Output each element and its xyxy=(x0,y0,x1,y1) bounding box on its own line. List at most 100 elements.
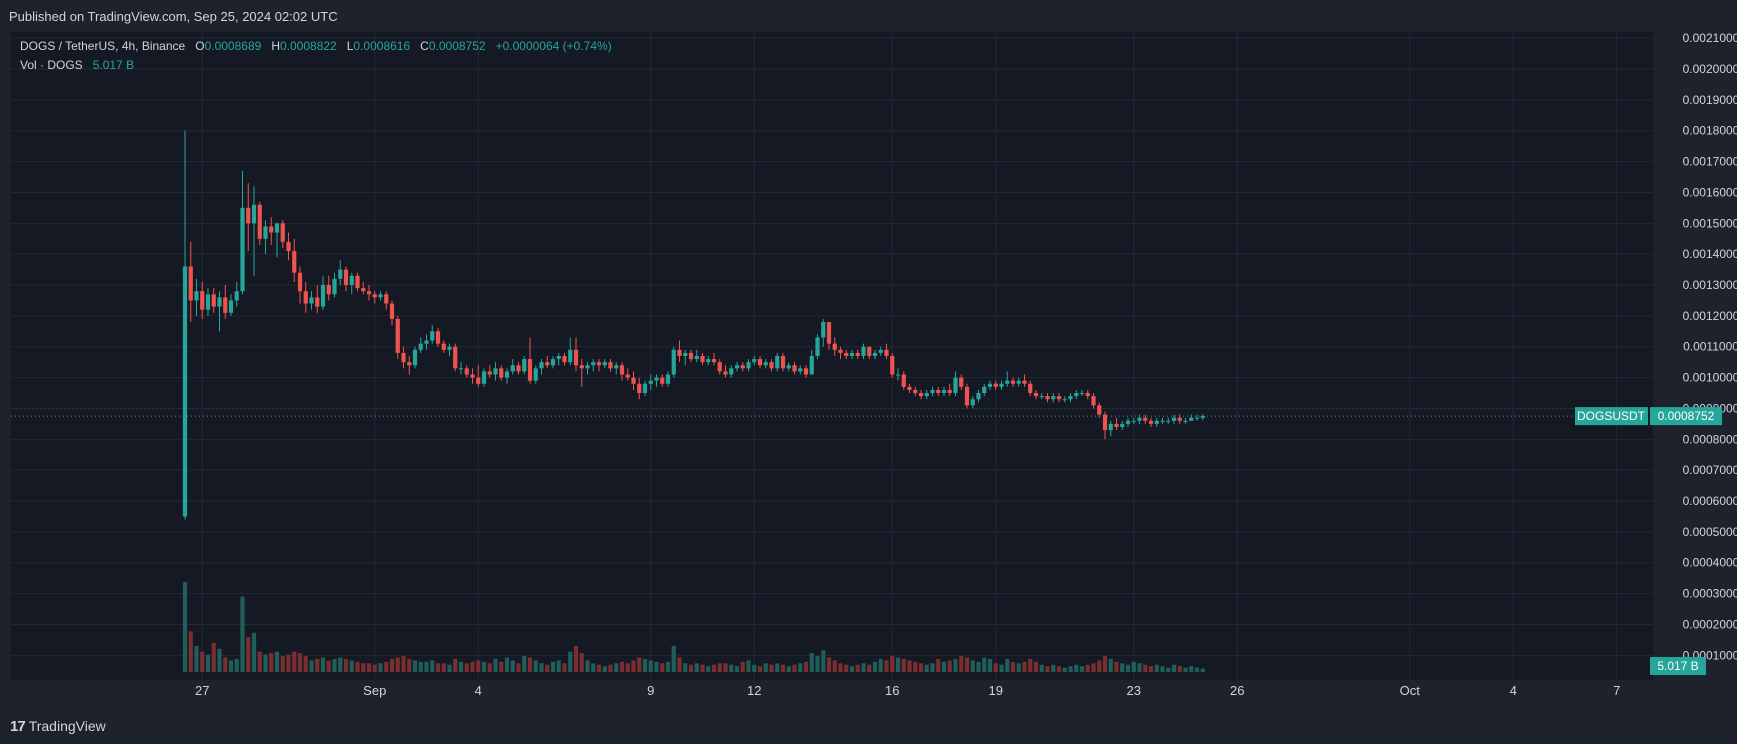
candle-body xyxy=(602,362,607,366)
candle-body xyxy=(332,278,337,295)
candle-body xyxy=(539,362,544,369)
volume-bar xyxy=(993,663,998,672)
candle-body xyxy=(510,365,515,372)
candle-body xyxy=(182,266,188,517)
volume-bar xyxy=(217,648,222,672)
candle-body xyxy=(401,352,406,363)
volume-bar xyxy=(303,656,308,672)
candle-body xyxy=(826,322,832,344)
candle-body xyxy=(982,386,987,394)
candle-body xyxy=(527,359,533,381)
candle-body xyxy=(717,362,722,372)
published-text: Published on TradingView.com, Sep 25, 20… xyxy=(9,9,338,24)
volume-bar xyxy=(211,642,216,672)
candle-body xyxy=(740,365,745,369)
volume-bar xyxy=(188,631,193,672)
volume-bar xyxy=(1022,661,1027,672)
candle-body xyxy=(1091,396,1096,406)
time-tick-label: 7 xyxy=(1613,683,1620,698)
candle-body xyxy=(1194,417,1200,419)
volume-bar xyxy=(1114,661,1119,672)
volume-bar xyxy=(1102,656,1108,672)
volume-bar xyxy=(280,656,285,672)
plot-area[interactable] xyxy=(11,32,1653,680)
candle-body xyxy=(309,297,314,304)
candle-body xyxy=(343,269,349,286)
volume-bar xyxy=(665,661,671,672)
price-tick-label: 0.0011000 xyxy=(1683,340,1737,354)
volume-bar xyxy=(349,660,354,672)
candle-body xyxy=(907,386,912,390)
price-tick-label: 0.0020000 xyxy=(1683,62,1737,76)
tradingview-logo-icon: 17 xyxy=(10,717,26,735)
candle-body xyxy=(671,349,676,375)
time-tick-label: 12 xyxy=(747,683,761,698)
volume-bar xyxy=(338,657,343,672)
volume-bar xyxy=(694,663,699,672)
candle-body xyxy=(976,393,981,400)
candle-body xyxy=(1068,396,1073,400)
candle-body xyxy=(384,294,389,304)
symbol-title[interactable]: DOGS / TetherUS, 4h, Binance xyxy=(20,39,186,53)
volume-bar xyxy=(872,661,878,672)
candle-body xyxy=(1108,423,1113,431)
volume-bar xyxy=(228,660,234,672)
candle-body xyxy=(711,359,717,363)
volume-bar xyxy=(1028,658,1033,672)
price-tick-label: 0.0021000 xyxy=(1683,31,1737,45)
candle-body xyxy=(378,294,383,298)
candle-body xyxy=(591,362,596,366)
volume-bar xyxy=(855,664,860,672)
candle-body xyxy=(372,294,377,298)
candle-body xyxy=(941,389,947,394)
volume-bar xyxy=(579,653,584,672)
candle-body xyxy=(757,359,763,366)
volume-bar xyxy=(987,658,993,672)
volume-bar xyxy=(481,661,487,672)
candle-body xyxy=(596,362,602,366)
candle-body xyxy=(1154,420,1159,424)
volume-bar xyxy=(320,657,326,672)
volume-bar xyxy=(821,650,826,672)
volume-bar xyxy=(849,666,855,672)
published-header: Published on TradingView.com, Sep 25, 20… xyxy=(0,0,1737,32)
volume-bar xyxy=(326,660,331,672)
volume-bar xyxy=(1194,667,1200,672)
time-tick-label: 4 xyxy=(1510,683,1517,698)
candle-body xyxy=(1160,420,1165,422)
volume-value: 5.017 B xyxy=(92,58,135,72)
price-tick-label: 0.0003000 xyxy=(1683,587,1737,601)
candle-body xyxy=(361,288,366,292)
price-axis[interactable]: 0.0021000 0.0020000 0.0019000 0.0018000 0.00… xyxy=(1683,31,1737,662)
volume-bar xyxy=(263,654,268,672)
volume-bar xyxy=(573,645,579,672)
volume-bar xyxy=(1039,664,1044,672)
axis-badges: DOGSUSDT 0.0008752 5.017 B xyxy=(1575,407,1722,675)
high-value: 0.0008822 xyxy=(279,39,337,53)
ohlc-legend: DOGS / TetherUS, 4h, Binance O0.0008689 … xyxy=(20,39,612,53)
candle-body xyxy=(349,275,354,286)
candle-body xyxy=(1062,399,1067,401)
volume-label[interactable]: Vol · DOGS xyxy=(20,58,83,72)
grid xyxy=(11,32,1653,680)
volume-bar xyxy=(545,664,550,672)
volume-bar xyxy=(683,663,688,672)
volume-bar xyxy=(654,661,659,672)
candle-body xyxy=(476,377,481,384)
price-tick-label: 0.0007000 xyxy=(1683,463,1737,477)
time-axis[interactable]: 27 Sep 4 9 12 16 19 23 26 Oct 4 7 xyxy=(195,683,1620,698)
candle-body xyxy=(1010,380,1016,384)
volume-bar xyxy=(970,660,975,672)
volume-bar xyxy=(723,663,728,672)
candle-body xyxy=(987,383,993,387)
candle-body xyxy=(1102,414,1108,431)
volume-bar xyxy=(441,663,446,672)
volume-bar xyxy=(361,663,366,672)
volume-bar xyxy=(838,663,843,672)
volume-bar xyxy=(527,657,533,672)
volume-bar xyxy=(884,660,889,672)
volume-bar xyxy=(798,663,803,672)
candle-body xyxy=(458,368,464,370)
volume-bar xyxy=(1143,664,1148,672)
